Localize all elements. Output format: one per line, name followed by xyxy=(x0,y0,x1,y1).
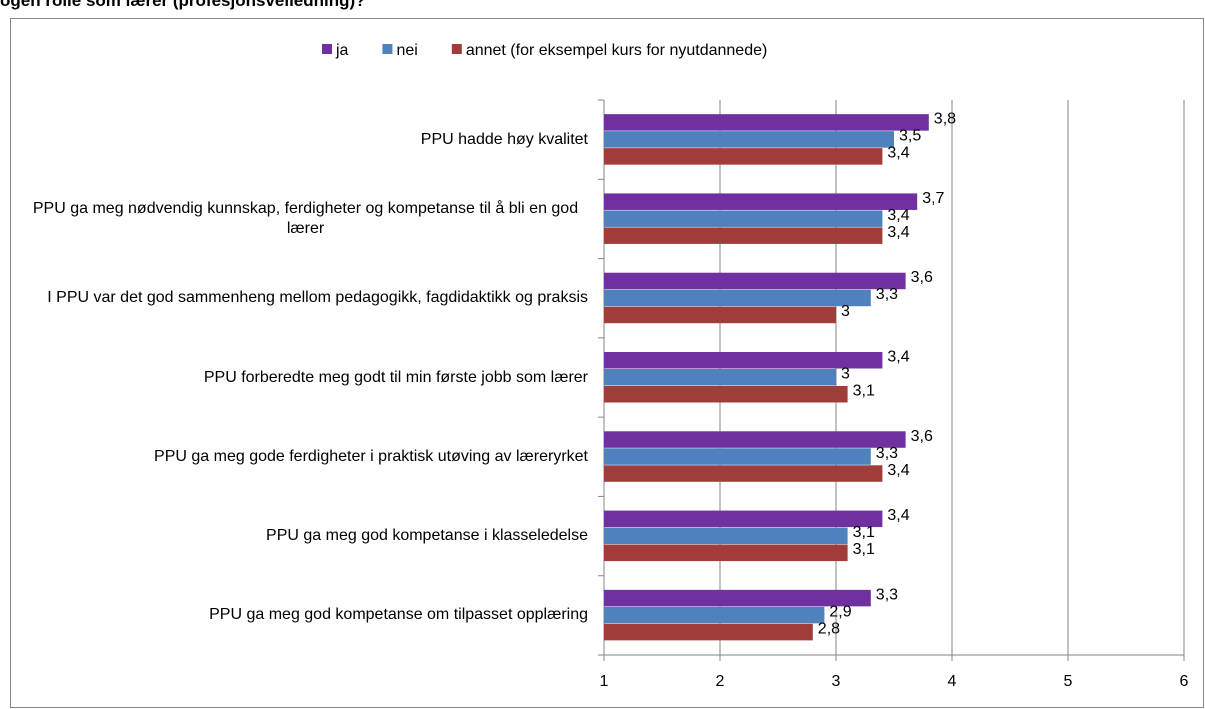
value-label: 3 xyxy=(841,303,850,320)
bar xyxy=(604,465,883,482)
value-label: 3 xyxy=(841,366,850,383)
bar xyxy=(604,148,883,165)
legend-label: annet (for eksempel kurs for nyutdannede… xyxy=(466,42,768,59)
value-label: 3,6 xyxy=(911,269,933,286)
value-label: 3,4 xyxy=(887,507,909,524)
bar xyxy=(604,272,906,290)
bar xyxy=(604,527,848,545)
bar xyxy=(604,544,848,562)
y-tick-label: PPU hadde høy kvalitet xyxy=(420,130,588,148)
bar xyxy=(604,448,871,465)
x-tick-label: 1 xyxy=(600,673,609,690)
bar xyxy=(604,193,918,210)
value-label: 3,5 xyxy=(899,128,921,145)
value-label: 3,1 xyxy=(853,541,875,558)
y-tick-label: PPU ga meg gode ferdigheter i praktisk u… xyxy=(154,447,588,465)
bar xyxy=(604,606,825,624)
bar xyxy=(604,289,871,307)
value-label: 3,4 xyxy=(887,207,909,224)
bar xyxy=(604,306,836,324)
legend-swatch xyxy=(322,44,332,54)
bar xyxy=(604,386,848,403)
y-tick-label: PPU forberedte meg godt til min første j… xyxy=(203,368,588,386)
value-label: 3,3 xyxy=(876,286,898,303)
y-tick-label: I PPU var det god sammenheng mellom peda… xyxy=(47,289,588,307)
bar xyxy=(604,352,883,369)
value-label: 3,4 xyxy=(887,349,909,366)
value-label: 3,6 xyxy=(911,428,933,445)
value-label: 3,3 xyxy=(876,586,898,603)
value-label: 2,9 xyxy=(829,603,851,620)
bar xyxy=(604,114,929,131)
legend-swatch xyxy=(451,44,462,54)
value-label: 3,4 xyxy=(887,145,909,162)
y-tick-label: PPU ga meg god kompetanse om tilpasset o… xyxy=(209,606,588,624)
bar xyxy=(604,131,894,148)
y-tick-label: PPU ga meg nødvendig kunnskap, ferdighet… xyxy=(32,199,579,237)
value-label: 2,8 xyxy=(818,620,840,637)
value-label: 3,4 xyxy=(887,224,909,241)
value-label: 3,1 xyxy=(853,524,875,541)
bar xyxy=(604,210,883,227)
value-label: 3,4 xyxy=(887,462,909,479)
x-tick-label: 3 xyxy=(832,673,841,690)
chart-title: ogen rolle som lærer (profesjonsveiledni… xyxy=(0,0,366,10)
bar xyxy=(604,431,906,448)
x-tick-label: 2 xyxy=(716,673,725,690)
bar xyxy=(604,589,871,607)
value-label: 3,1 xyxy=(853,383,875,400)
y-tick-label: PPU ga meg god kompetanse i klasseledels… xyxy=(266,527,588,545)
legend-label: ja xyxy=(335,42,349,59)
x-tick-label: 6 xyxy=(1180,673,1189,690)
bar xyxy=(604,227,883,244)
legend-label: nei xyxy=(396,42,417,59)
value-label: 3,7 xyxy=(922,190,944,207)
x-tick-label: 4 xyxy=(948,673,957,690)
x-tick-label: 5 xyxy=(1064,673,1073,690)
value-label: 3,8 xyxy=(934,111,956,128)
bar xyxy=(604,623,813,641)
value-label: 3,3 xyxy=(876,445,898,462)
bar xyxy=(604,510,883,528)
legend-swatch xyxy=(382,44,393,54)
bar xyxy=(604,369,836,386)
